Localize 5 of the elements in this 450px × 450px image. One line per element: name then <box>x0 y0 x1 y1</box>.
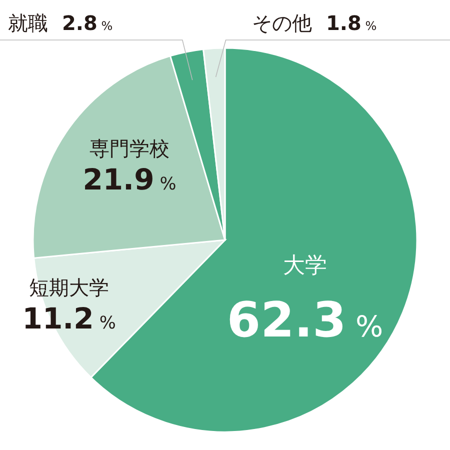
label: その他 1.8% <box>252 11 377 35</box>
label: 大学 62.3% <box>226 254 384 348</box>
label: 就職 2.8% <box>8 11 113 35</box>
label: 短期大学 11.2% <box>22 276 116 336</box>
label: 専門学校 21.9% <box>82 136 176 197</box>
